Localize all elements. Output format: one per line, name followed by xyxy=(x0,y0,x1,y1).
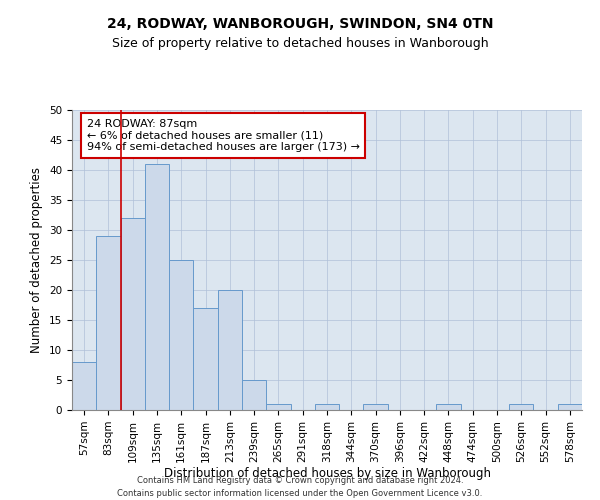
Bar xyxy=(193,308,218,410)
Bar xyxy=(145,164,169,410)
Bar xyxy=(364,404,388,410)
Bar xyxy=(121,218,145,410)
Bar xyxy=(169,260,193,410)
Bar xyxy=(509,404,533,410)
Bar xyxy=(266,404,290,410)
Bar xyxy=(96,236,121,410)
Bar xyxy=(218,290,242,410)
Bar xyxy=(242,380,266,410)
Bar xyxy=(558,404,582,410)
X-axis label: Distribution of detached houses by size in Wanborough: Distribution of detached houses by size … xyxy=(163,468,491,480)
Text: Size of property relative to detached houses in Wanborough: Size of property relative to detached ho… xyxy=(112,38,488,51)
Text: 24 RODWAY: 87sqm
← 6% of detached houses are smaller (11)
94% of semi-detached h: 24 RODWAY: 87sqm ← 6% of detached houses… xyxy=(86,119,359,152)
Y-axis label: Number of detached properties: Number of detached properties xyxy=(31,167,43,353)
Text: Contains HM Land Registry data © Crown copyright and database right 2024.
Contai: Contains HM Land Registry data © Crown c… xyxy=(118,476,482,498)
Text: 24, RODWAY, WANBOROUGH, SWINDON, SN4 0TN: 24, RODWAY, WANBOROUGH, SWINDON, SN4 0TN xyxy=(107,18,493,32)
Bar xyxy=(436,404,461,410)
Bar xyxy=(315,404,339,410)
Bar xyxy=(72,362,96,410)
